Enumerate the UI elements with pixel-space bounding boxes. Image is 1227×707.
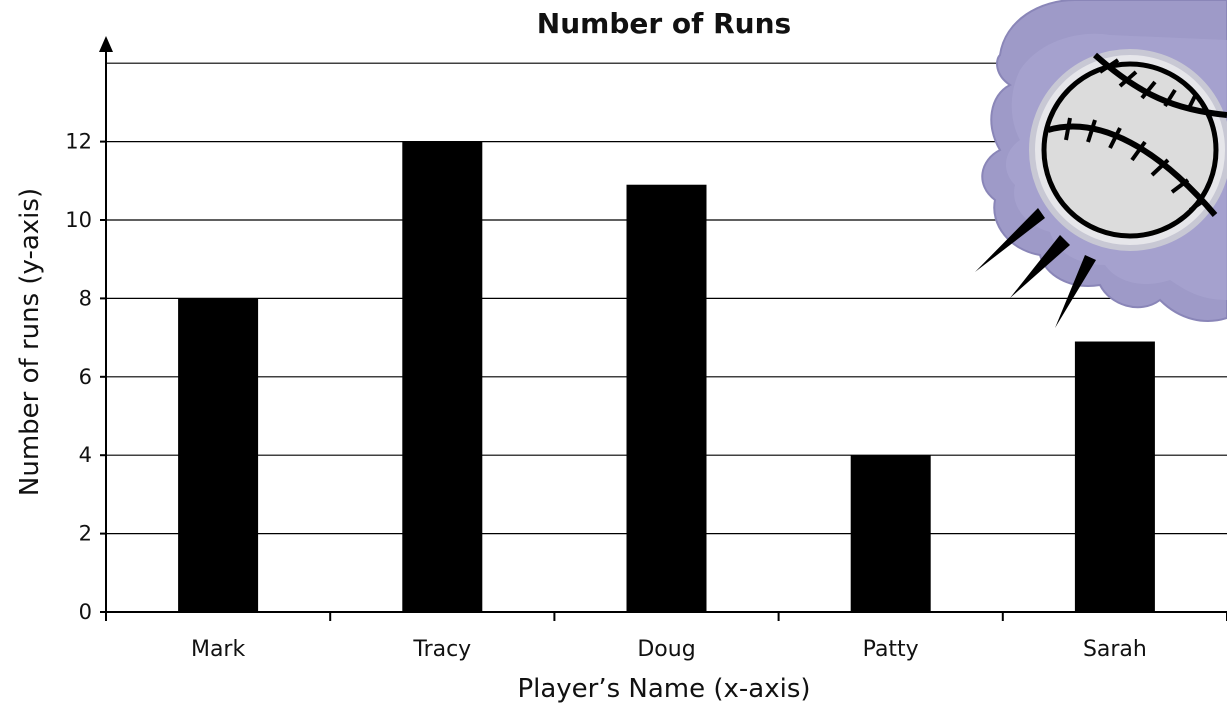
- ball-seam-1: [1093, 52, 1227, 118]
- y-tick-label: 2: [79, 522, 92, 546]
- x-axis-title: Player’s Name (x-axis): [517, 674, 810, 704]
- bar-tracy: [402, 141, 483, 612]
- bar-sarah: [1074, 341, 1155, 612]
- tick-labels: 0 2 4 6 8 10 12: [65, 130, 1227, 624]
- y-axis-title: Number of runs (y-axis): [15, 188, 45, 496]
- y-tick-label: 10: [65, 208, 92, 232]
- x-tick-label: Mark: [191, 637, 246, 662]
- bar-mark: [178, 298, 259, 612]
- bar-doug: [626, 184, 707, 612]
- y-tick-label: 4: [79, 443, 92, 467]
- x-tick-label: Sarah: [1083, 637, 1147, 662]
- chart-title: Number of Runs: [537, 7, 791, 40]
- x-tick-label: Patty: [863, 637, 919, 662]
- x-tick-label: Doug: [637, 637, 695, 662]
- motion-line-3: [1055, 255, 1096, 328]
- y-tick-label: 8: [79, 286, 92, 310]
- category-labels: Mark Tracy Doug Patty Sarah: [191, 637, 1147, 662]
- x-tick-label: Tracy: [412, 637, 471, 662]
- bars: [178, 141, 1155, 612]
- motion-line-1: [975, 208, 1045, 272]
- y-axis-arrow: [99, 36, 113, 52]
- y-tick-label: 12: [65, 130, 92, 154]
- y-tick-label: 0: [79, 600, 92, 624]
- motion-line-2: [1010, 235, 1070, 298]
- y-tick-label: 6: [79, 365, 92, 389]
- bar-patty: [850, 455, 931, 612]
- baseball-icon: [975, 0, 1227, 328]
- ball-stitches: [1064, 58, 1207, 212]
